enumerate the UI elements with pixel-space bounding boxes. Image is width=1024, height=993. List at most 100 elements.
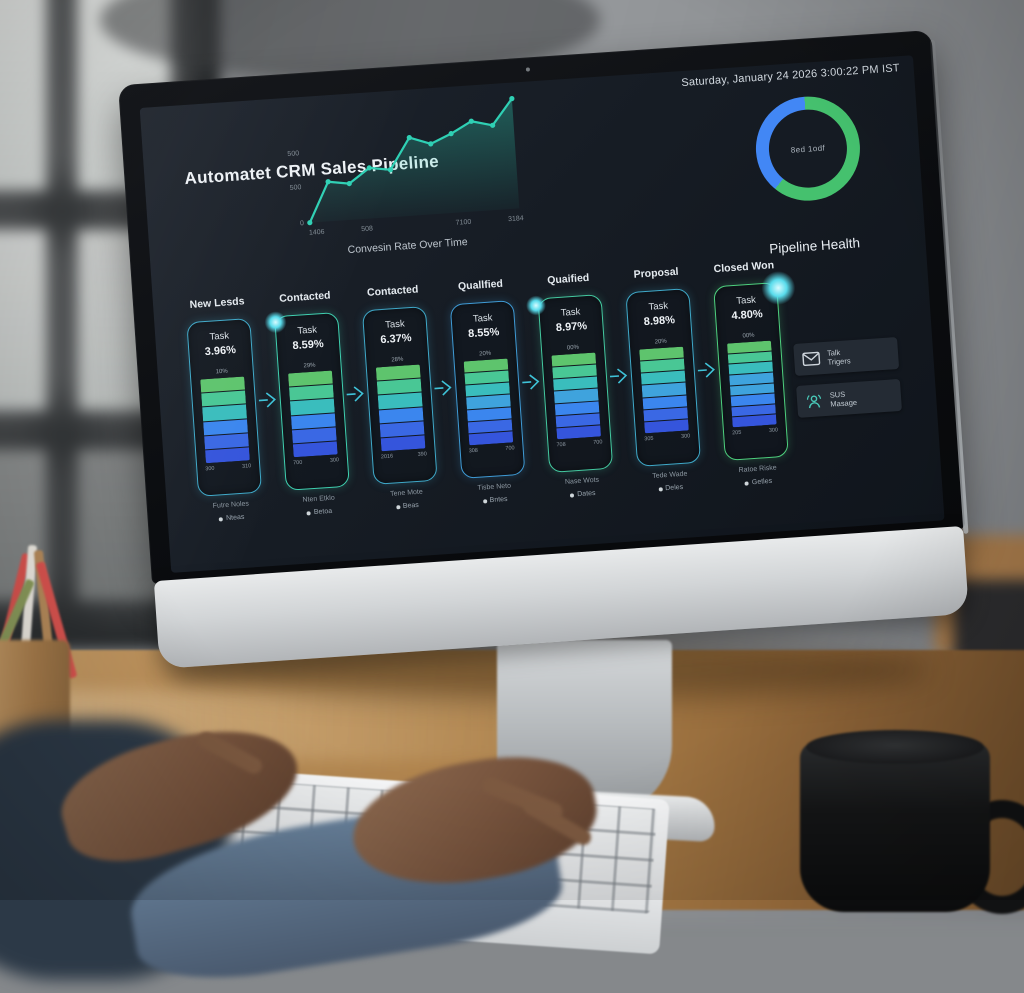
svg-text:500: 500 bbox=[290, 184, 302, 192]
bar-top-label: 00% bbox=[742, 332, 755, 340]
stage-percent: 8.59% bbox=[292, 338, 325, 353]
bullet-dot-icon bbox=[570, 492, 575, 498]
funnel-bar-segment bbox=[556, 425, 602, 440]
svg-text:500: 500 bbox=[287, 150, 299, 158]
bar-bottom-right: 700 bbox=[505, 445, 515, 452]
stage-percent: 3.96% bbox=[204, 344, 237, 359]
pipeline-stage-qualified: Quallfied Task 8.55% 20% 308 700 Tisbe N… bbox=[446, 277, 529, 506]
stage-card[interactable]: Task 8.97% 00% 708 700 bbox=[537, 294, 614, 473]
stage-funnel-bar bbox=[463, 358, 514, 446]
bar-bottom-right: 310 bbox=[241, 463, 252, 470]
stage-task-label: Task bbox=[648, 300, 669, 313]
svg-text:1406: 1406 bbox=[309, 229, 325, 237]
webcam-dot-icon bbox=[525, 67, 530, 72]
donut-center-label: 8ed 1odf bbox=[790, 142, 826, 155]
bullet-dot-icon bbox=[306, 510, 312, 516]
arrow-icon bbox=[696, 359, 717, 380]
stage-note: Futre Noles bbox=[212, 500, 250, 510]
bullet-dot-icon bbox=[744, 480, 750, 486]
stage-subnote: Deles bbox=[658, 484, 683, 493]
svg-text:7100: 7100 bbox=[455, 219, 471, 227]
arrow-icon bbox=[521, 371, 542, 392]
pipeline-health-donut: 8ed 1odf bbox=[752, 93, 864, 205]
stage-subnote: Bntes bbox=[482, 496, 508, 505]
stage-header: Proposal bbox=[633, 265, 679, 281]
bar-bottom-right: 300 bbox=[680, 433, 691, 440]
conversion-line-chart: 1406 508 7100 3184 0 500 500 Convesin Rate Ov… bbox=[287, 96, 524, 256]
stage-percent: 6.37% bbox=[379, 332, 412, 347]
pipeline-stage-new-leads: New Lesds Task 3.96% 10% 300 310 Futre N… bbox=[183, 295, 266, 524]
talk-triggers-button[interactable]: Talk Trigers bbox=[793, 336, 900, 376]
bar-top-label: 29% bbox=[303, 362, 316, 370]
stage-card[interactable]: Task 3.96% 10% 300 310 bbox=[186, 317, 263, 497]
bar-bottom-labels: 708 700 bbox=[556, 439, 602, 448]
arrow-icon bbox=[433, 377, 454, 398]
pipeline-health-label: Pipeline Health bbox=[768, 235, 861, 257]
action-label: SUS Masage bbox=[829, 389, 858, 409]
svg-text:0: 0 bbox=[300, 220, 304, 227]
monitor-glass: Saturday, January 24 2026 3:00:22 PM IST… bbox=[118, 29, 966, 585]
stage-percent: 4.80% bbox=[731, 308, 764, 323]
stage-header: New Lesds bbox=[189, 295, 245, 312]
stage-percent: 8.98% bbox=[643, 314, 676, 329]
bullet-dot-icon bbox=[218, 516, 224, 522]
donut-hole: 8ed 1odf bbox=[766, 107, 850, 191]
bar-bottom-labels: 305 300 bbox=[644, 433, 690, 442]
stage-card[interactable]: Task 8.98% 20% 305 300 bbox=[625, 288, 702, 467]
bar-bottom-right: 700 bbox=[593, 439, 603, 446]
arrow-icon bbox=[257, 389, 278, 410]
stage-card[interactable]: Task 8.59% 29% 700 300 bbox=[274, 311, 350, 491]
stage-subnote: Getles bbox=[744, 478, 772, 487]
stage-header: Quallfied bbox=[457, 277, 504, 293]
stage-task-label: Task bbox=[209, 330, 230, 343]
pipeline-stage-contacted-2: Contacted Task 6.37% 28% 2016 390 Tene M… bbox=[358, 283, 441, 512]
stage-task-label: Task bbox=[297, 324, 318, 337]
action-buttons: Talk Trigers SUS Masage bbox=[793, 336, 902, 418]
stage-card[interactable]: Task 8.55% 20% 308 700 bbox=[449, 299, 526, 479]
stage-subnote: Beas bbox=[395, 502, 419, 511]
bar-bottom-labels: 2016 390 bbox=[381, 451, 427, 460]
stage-card[interactable]: Task 4.80% 00% 205 300 bbox=[713, 282, 789, 461]
stage-task-label: Task bbox=[472, 312, 493, 325]
bar-bottom-right: 390 bbox=[417, 451, 428, 458]
bar-top-label: 10% bbox=[215, 368, 228, 376]
stage-header: Contacted bbox=[278, 289, 331, 305]
stage-funnel-bar bbox=[288, 370, 338, 458]
stage-funnel-bar bbox=[200, 376, 250, 464]
bar-bottom-labels: 300 310 bbox=[205, 463, 251, 472]
bullet-dot-icon bbox=[395, 504, 401, 509]
stage-percent: 8.55% bbox=[467, 326, 500, 341]
stage-subnote: Nteas bbox=[218, 514, 245, 523]
funnel-bar-segment bbox=[644, 419, 689, 434]
coffee-mug bbox=[800, 730, 990, 912]
bar-bottom-left: 708 bbox=[556, 441, 566, 449]
bar-bottom-right: 300 bbox=[329, 457, 340, 464]
funnel-bar-segment bbox=[292, 441, 338, 458]
stage-funnel-bar bbox=[375, 364, 426, 452]
sus-message-button[interactable]: SUS Masage bbox=[796, 378, 902, 418]
bar-top-label: 28% bbox=[391, 356, 404, 364]
stage-task-label: Task bbox=[384, 318, 406, 331]
bar-bottom-right: 300 bbox=[768, 427, 779, 434]
arrow-icon bbox=[345, 383, 366, 404]
stage-note: Ratoe Riske bbox=[738, 464, 777, 475]
broadcast-person-icon bbox=[806, 394, 822, 409]
bar-bottom-left: 205 bbox=[731, 429, 742, 437]
svg-text:3184: 3184 bbox=[508, 215, 524, 223]
stage-funnel-bar bbox=[727, 340, 777, 428]
stage-task-label: Task bbox=[560, 306, 581, 319]
bar-bottom-labels: 308 700 bbox=[469, 445, 515, 454]
bar-bottom-labels: 205 300 bbox=[732, 427, 778, 436]
stage-card[interactable]: Task 6.37% 28% 2016 390 bbox=[361, 305, 438, 485]
stage-percent: 8.97% bbox=[555, 320, 588, 335]
stage-funnel-bar bbox=[551, 352, 602, 440]
stage-subnote: Betoa bbox=[306, 508, 332, 517]
bar-bottom-left: 308 bbox=[468, 447, 479, 455]
bar-bottom-left: 700 bbox=[292, 459, 303, 467]
funnel-bar-segment bbox=[732, 414, 777, 428]
pipeline-stage-proposal: Proposal Task 8.98% 20% 305 300 Tede Wad… bbox=[622, 265, 705, 494]
stage-note: Nase Wots bbox=[564, 476, 600, 486]
bar-bottom-left: 2016 bbox=[380, 453, 394, 461]
stage-note: Nten Etklo bbox=[302, 494, 336, 504]
funnel-bar-segment bbox=[468, 431, 514, 446]
